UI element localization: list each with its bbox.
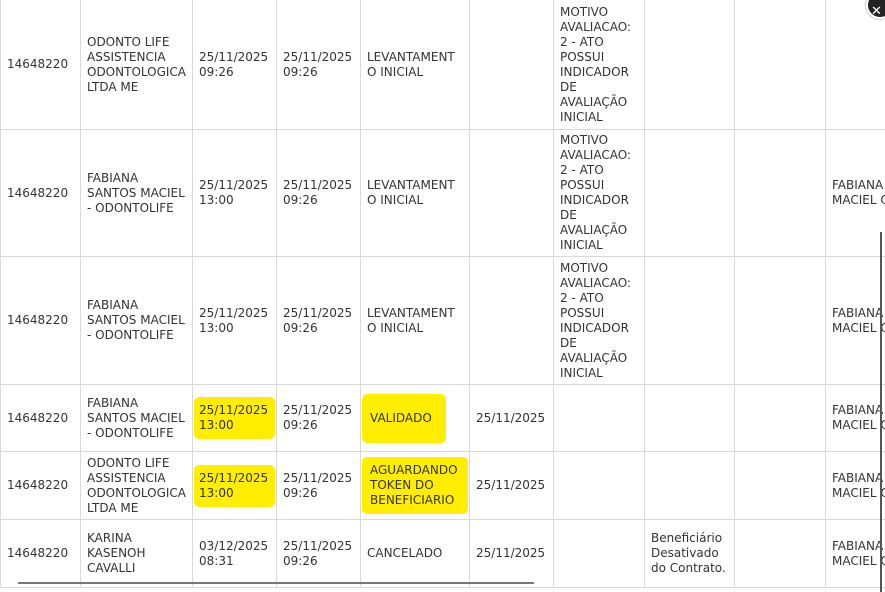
highlight-mark: 25/11/2025 13:00 <box>194 464 275 507</box>
table-row: 14648220 FABIANA SANTOS MACIEL - ODONTOL… <box>0 384 885 452</box>
cell-responsavel: FABIANA SANTOS MACIEL ODONTO <box>825 129 885 257</box>
cell-date3 <box>469 0 554 130</box>
horizontal-scrollbar[interactable] <box>18 582 534 584</box>
cell-id: 14648220 <box>0 384 81 452</box>
cell-status: LEVANTAMENTO INICIAL <box>360 129 470 257</box>
cell-date2: 25/11/2025 09:26 <box>276 451 361 520</box>
cell-date1: 25/11/2025 13:00 <box>192 384 277 452</box>
table-row: 14648220 ODONTO LIFE ASSISTENCIA ODONTOL… <box>0 0 885 130</box>
cell-date2: 25/11/2025 09:26 <box>276 129 361 257</box>
cell-responsavel <box>825 0 885 130</box>
cell-obs <box>644 0 735 130</box>
cell-obs <box>644 129 735 257</box>
cell-date3: 25/11/2025 <box>469 384 554 452</box>
cell-date3: 25/11/2025 <box>469 451 554 520</box>
cell-obs <box>644 451 735 520</box>
cell-name: ODONTO LIFE ASSISTENCIA ODONTOLOGICA LTD… <box>80 451 193 520</box>
cell-id: 14648220 <box>0 451 81 520</box>
cell-id: 14648220 <box>0 0 81 130</box>
cell-date3 <box>469 256 554 385</box>
cell-obs <box>644 256 735 385</box>
cell-id: 14648220 <box>0 256 81 385</box>
cell-extra <box>734 519 826 588</box>
cell-motivo <box>553 384 645 452</box>
cell-name: ODONTO LIFE ASSISTENCIA ODONTOLOGICA LTD… <box>80 0 193 130</box>
highlight-mark: 25/11/2025 13:00 <box>194 397 275 439</box>
cell-date2: 25/11/2025 09:26 <box>276 256 361 385</box>
cell-responsavel: FABIANA SANTOS MACIEL ODONTO <box>825 384 885 452</box>
highlight-mark: AGUARDANDO TOKEN DO BENEFICIARIO <box>362 457 468 514</box>
cell-extra <box>734 256 826 385</box>
vertical-scrollbar[interactable] <box>880 232 882 592</box>
close-icon: ✕ <box>871 4 882 19</box>
cell-motivo <box>553 451 645 520</box>
cell-status: VALIDADO <box>360 384 470 452</box>
cell-motivo: MOTIVO AVALIACAO: 2 - ATO POSSUI INDICAD… <box>553 129 645 257</box>
cell-motivo: MOTIVO AVALIACAO: 2 - ATO POSSUI INDICAD… <box>553 0 645 130</box>
cell-extra <box>734 451 826 520</box>
close-button[interactable]: ✕ <box>866 0 885 19</box>
cell-obs <box>644 384 735 452</box>
cell-name: KARINA KASENOH CAVALLI <box>80 519 193 588</box>
cell-responsavel: FABIANA SANTOS MACIEL ODONTO <box>825 519 885 588</box>
cell-status: LEVANTAMENTO INICIAL <box>360 256 470 385</box>
cell-extra <box>734 129 826 257</box>
cell-date3 <box>469 129 554 257</box>
cell-date1: 25/11/2025 13:00 <box>192 451 277 520</box>
table-row: 14648220 KARINA KASENOH CAVALLI 03/12/20… <box>0 519 885 588</box>
cell-id: 14648220 <box>0 519 81 588</box>
table-row: 14648220 FABIANA SANTOS MACIEL - ODONTOL… <box>0 129 885 257</box>
cell-id: 14648220 <box>0 129 81 257</box>
cell-date1: 25/11/2025 13:00 <box>192 256 277 385</box>
cell-date2: 25/11/2025 09:26 <box>276 0 361 130</box>
cell-status: AGUARDANDO TOKEN DO BENEFICIARIO <box>360 451 470 520</box>
cell-name: FABIANA SANTOS MACIEL - ODONTOLIFE <box>80 256 193 385</box>
cell-obs: Beneficiário Desativado do Contrato. <box>644 519 735 588</box>
cell-motivo: MOTIVO AVALIACAO: 2 - ATO POSSUI INDICAD… <box>553 256 645 385</box>
cell-extra <box>734 0 826 130</box>
cell-date2: 25/11/2025 09:26 <box>276 384 361 452</box>
cell-name: FABIANA SANTOS MACIEL - ODONTOLIFE <box>80 384 193 452</box>
cell-extra <box>734 384 826 452</box>
cell-date3: 25/11/2025 <box>469 519 554 588</box>
highlight-mark: VALIDADO <box>362 393 446 443</box>
cell-responsavel: FABIANA SANTOS MACIEL ODONTO <box>825 451 885 520</box>
cell-date1: 03/12/2025 08:31 <box>192 519 277 588</box>
table-row: 14648220 FABIANA SANTOS MACIEL - ODONTOL… <box>0 256 885 385</box>
cell-status: LEVANTAMENTO INICIAL <box>360 0 470 130</box>
table-row: 14648220 ODONTO LIFE ASSISTENCIA ODONTOL… <box>0 451 885 520</box>
cell-name: FABIANA SANTOS MACIEL - ODONTOLIFE <box>80 129 193 257</box>
cell-motivo <box>553 519 645 588</box>
cell-date2: 25/11/2025 09:26 <box>276 519 361 588</box>
cell-date1: 25/11/2025 13:00 <box>192 129 277 257</box>
cell-responsavel: FABIANA SANTOS MACIEL ODONTO <box>825 256 885 385</box>
cell-status: CANCELADO <box>360 519 470 588</box>
cell-date1: 25/11/2025 09:26 <box>192 0 277 130</box>
